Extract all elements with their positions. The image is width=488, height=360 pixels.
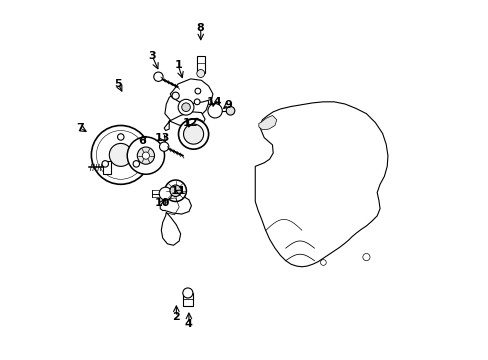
Polygon shape bbox=[170, 79, 212, 104]
Polygon shape bbox=[255, 102, 387, 267]
Circle shape bbox=[182, 103, 190, 112]
Circle shape bbox=[159, 142, 168, 151]
Text: 14: 14 bbox=[206, 97, 222, 107]
Circle shape bbox=[137, 147, 154, 164]
Circle shape bbox=[178, 119, 208, 149]
Circle shape bbox=[178, 99, 194, 115]
Bar bbox=[102, 161, 110, 174]
Text: 8: 8 bbox=[197, 23, 204, 33]
Text: 1: 1 bbox=[174, 60, 182, 70]
Text: 6: 6 bbox=[138, 136, 146, 145]
Text: 4: 4 bbox=[184, 319, 192, 329]
Circle shape bbox=[109, 143, 132, 166]
Polygon shape bbox=[180, 118, 204, 145]
Polygon shape bbox=[258, 116, 276, 130]
Circle shape bbox=[195, 88, 201, 94]
Circle shape bbox=[133, 161, 139, 167]
Bar bbox=[196, 56, 204, 73]
Text: 7: 7 bbox=[76, 123, 84, 133]
Circle shape bbox=[102, 161, 108, 167]
Text: 12: 12 bbox=[183, 118, 198, 128]
Text: 13: 13 bbox=[155, 133, 170, 143]
Circle shape bbox=[194, 99, 200, 105]
Circle shape bbox=[159, 187, 172, 200]
Polygon shape bbox=[164, 87, 208, 123]
Circle shape bbox=[183, 288, 192, 298]
Text: 10: 10 bbox=[155, 198, 170, 208]
Polygon shape bbox=[161, 212, 180, 245]
Text: 9: 9 bbox=[224, 100, 232, 110]
Circle shape bbox=[169, 185, 181, 197]
Circle shape bbox=[183, 124, 203, 144]
Bar bbox=[183, 293, 192, 306]
Text: 11: 11 bbox=[170, 186, 185, 197]
Text: 2: 2 bbox=[172, 312, 180, 322]
Text: 3: 3 bbox=[148, 51, 156, 61]
Circle shape bbox=[91, 126, 150, 184]
Circle shape bbox=[117, 134, 124, 140]
Text: 5: 5 bbox=[114, 79, 122, 89]
Circle shape bbox=[172, 92, 179, 99]
Circle shape bbox=[153, 72, 163, 81]
Circle shape bbox=[226, 107, 234, 115]
Circle shape bbox=[127, 137, 164, 174]
Circle shape bbox=[142, 152, 149, 159]
Circle shape bbox=[207, 104, 222, 118]
Circle shape bbox=[196, 69, 204, 77]
Polygon shape bbox=[164, 112, 204, 131]
Circle shape bbox=[164, 180, 186, 202]
Polygon shape bbox=[160, 195, 191, 214]
